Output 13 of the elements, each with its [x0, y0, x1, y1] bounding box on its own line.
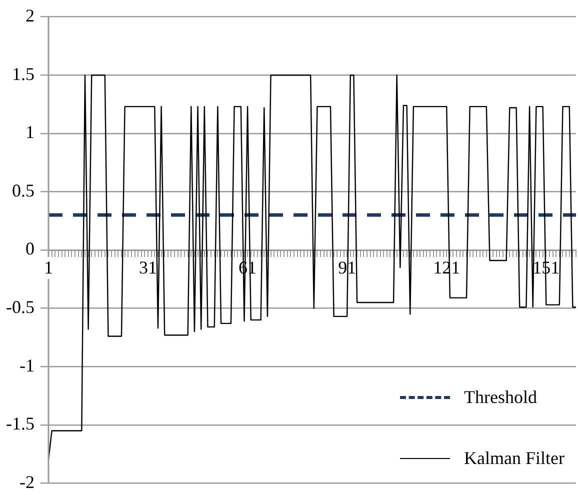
y-tick-label: -1 — [19, 355, 34, 376]
y-tick-label: 2 — [25, 6, 34, 26]
y-tick-label: 1.5 — [12, 64, 34, 84]
x-tick-label: 31 — [139, 258, 158, 278]
y-tick-label: -1.5 — [6, 414, 34, 434]
x-tick-label: 1 — [44, 258, 53, 278]
legend-label: Threshold — [464, 387, 537, 408]
y-tick-label: 0.5 — [12, 180, 34, 200]
y-tick-label: -0.5 — [6, 297, 34, 318]
y-tick-label: 1 — [25, 122, 34, 142]
y-tick-label: 0 — [25, 238, 34, 259]
legend-label: Kalman Filter — [464, 448, 564, 470]
y-tick-label: -2 — [19, 472, 34, 492]
